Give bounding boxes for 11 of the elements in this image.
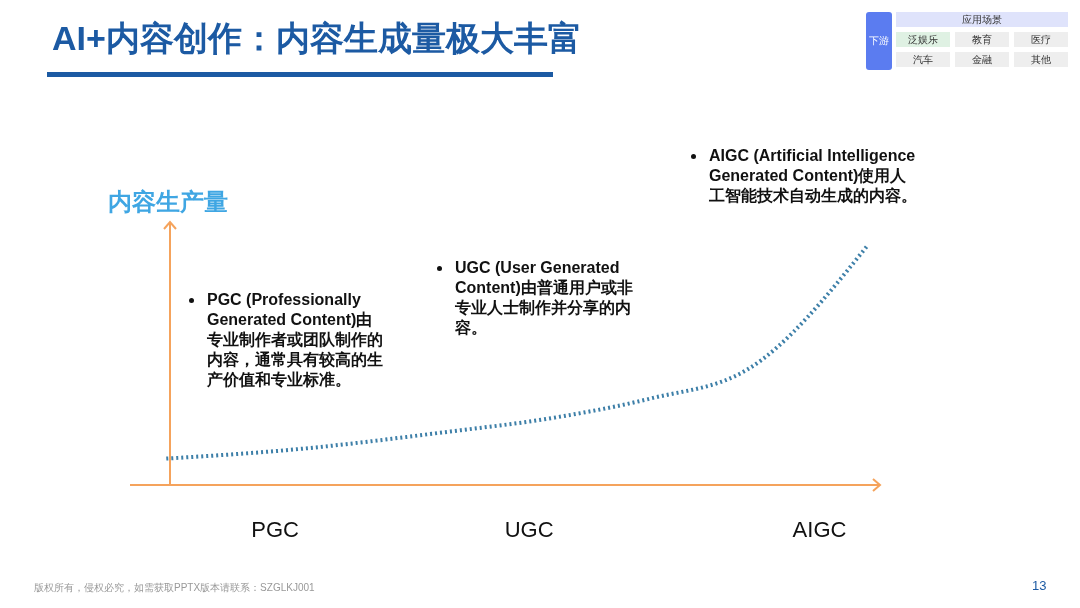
x-tick-label: AIGC (792, 516, 847, 542)
text: 13 (1032, 578, 1047, 593)
text: 版权所有，侵权必究，如需获取PPTX版本请联系：SZGLKJ001 (34, 581, 315, 595)
x-tick-label: UGC (504, 516, 554, 542)
y-axis-title: 内容生产量 (108, 187, 228, 217)
annotation: UGC (User Generated Content)由普通用户或非专业人士制作并分享的内容。 (455, 258, 634, 338)
table-thumbnail: 下游 应用场景 泛娱乐 教育 医疗 汽车 金融 其他 (866, 12, 1068, 70)
text: AIGC (Artificial Intelligence Generated Content)使用人工智能技术自动生成的内容。 (709, 146, 918, 206)
annotation: PGC (Professionally Generated Content)由专业制作者或团队制作的内容，通常具有较高的生产价值和专业标准。 (207, 290, 384, 390)
chart-title: AI+内容创作：内容生成量极大丰富 (52, 18, 582, 59)
x-tick-label: PGC (251, 516, 300, 542)
